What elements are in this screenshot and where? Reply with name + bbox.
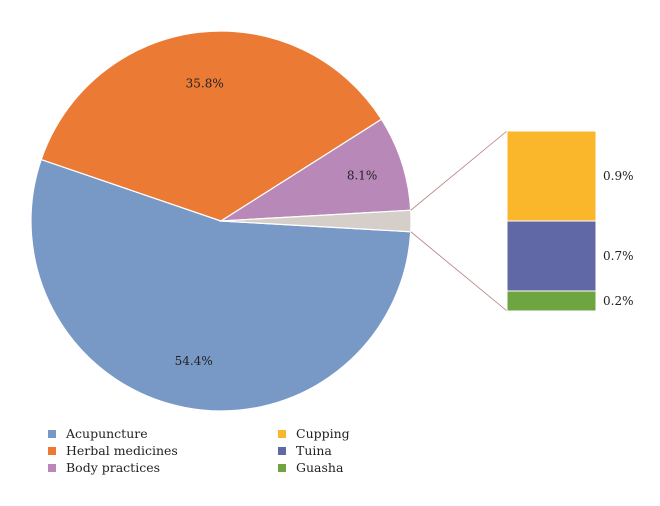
bar-segment-tuina	[506, 220, 597, 292]
legend-label-tuina: Tuina	[296, 443, 332, 458]
connector-lines	[410, 130, 508, 312]
pie-slice-body-practices	[218, 118, 412, 222]
legend-swatch-herbal-medicines	[48, 447, 56, 455]
stacked-bar: 0.9% 0.7% 0.2%	[506, 130, 634, 312]
bar-label-cupping: 0.9%	[603, 169, 634, 183]
pie-slice-herbal-medicines	[40, 30, 383, 222]
connector-line-top	[410, 130, 508, 211]
pie-label-herbal-medicines: 35.8%	[186, 76, 224, 90]
legend-swatch-body-practices	[48, 464, 56, 472]
legend-swatch-cupping	[278, 430, 286, 438]
connector-line-bottom	[410, 231, 508, 312]
legend-swatch-tuina	[278, 447, 286, 455]
legend-swatch-acupuncture	[48, 430, 56, 438]
bar-segment-cupping	[506, 130, 597, 222]
pie-group: 54.4% 35.8% 8.1%	[30, 30, 412, 412]
bar-label-tuina: 0.7%	[603, 249, 634, 263]
legend: Acupuncture Herbal medicines Body practice…	[48, 426, 350, 475]
legend-label-acupuncture: Acupuncture	[65, 426, 148, 441]
bar-segment-guasha	[506, 290, 597, 312]
legend-label-cupping: Cupping	[296, 426, 350, 441]
legend-label-herbal-medicines: Herbal medicines	[66, 443, 178, 458]
legend-label-body-practices: Body practices	[66, 460, 160, 475]
bar-label-guasha: 0.2%	[603, 294, 634, 308]
legend-swatch-guasha	[278, 464, 286, 472]
pie-label-acupuncture: 54.4%	[175, 354, 213, 368]
pie-label-body-practices: 8.1%	[347, 169, 378, 183]
pie-slice-acupuncture	[30, 158, 412, 412]
legend-label-guasha: Guasha	[296, 460, 344, 475]
